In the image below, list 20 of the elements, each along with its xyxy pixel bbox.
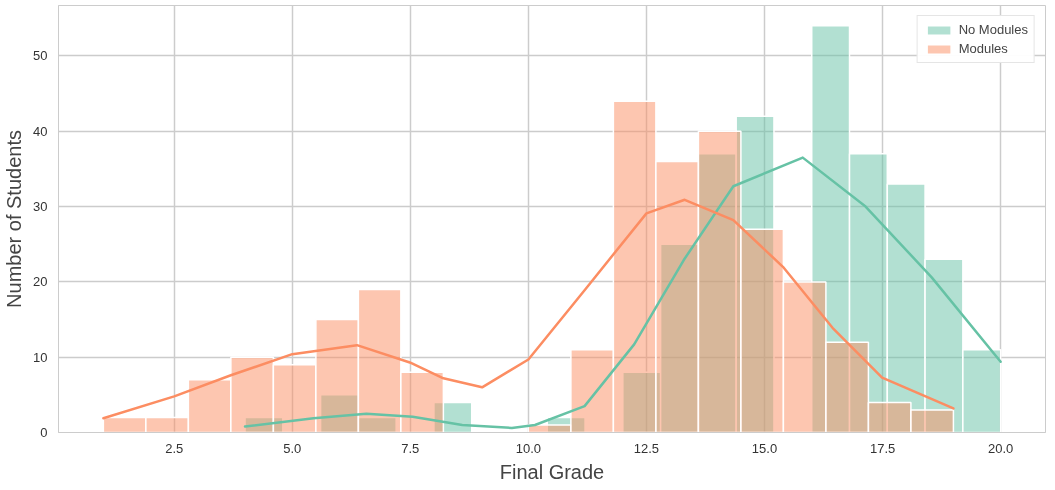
legend-label: Modules — [958, 41, 1008, 56]
line-series — [243, 156, 1002, 430]
y-tick-label: 20 — [33, 274, 48, 290]
x-tick-label: 20.0 — [987, 440, 1014, 456]
y-axis-title: Number of Students — [3, 130, 26, 308]
x-tick-label: 17.5 — [869, 440, 896, 456]
x-tick-label: 12.5 — [633, 440, 660, 456]
y-tick-label: 40 — [33, 123, 48, 139]
line-series — [102, 198, 955, 420]
x-tick-label: 2.5 — [165, 440, 184, 456]
x-tick-label: 5.0 — [283, 440, 302, 456]
x-axis-title: Final Grade — [499, 460, 605, 483]
y-tick-label: 10 — [33, 349, 48, 365]
legend-label: No Modules — [958, 22, 1028, 37]
x-tick-label: 10.0 — [515, 440, 542, 456]
x-tick-label: 7.5 — [401, 440, 420, 456]
y-tick-label: 30 — [33, 199, 48, 215]
x-tick-label: 15.0 — [751, 440, 778, 456]
y-tick-label: 0 — [40, 425, 48, 440]
y-tick-label: 50 — [33, 48, 48, 64]
